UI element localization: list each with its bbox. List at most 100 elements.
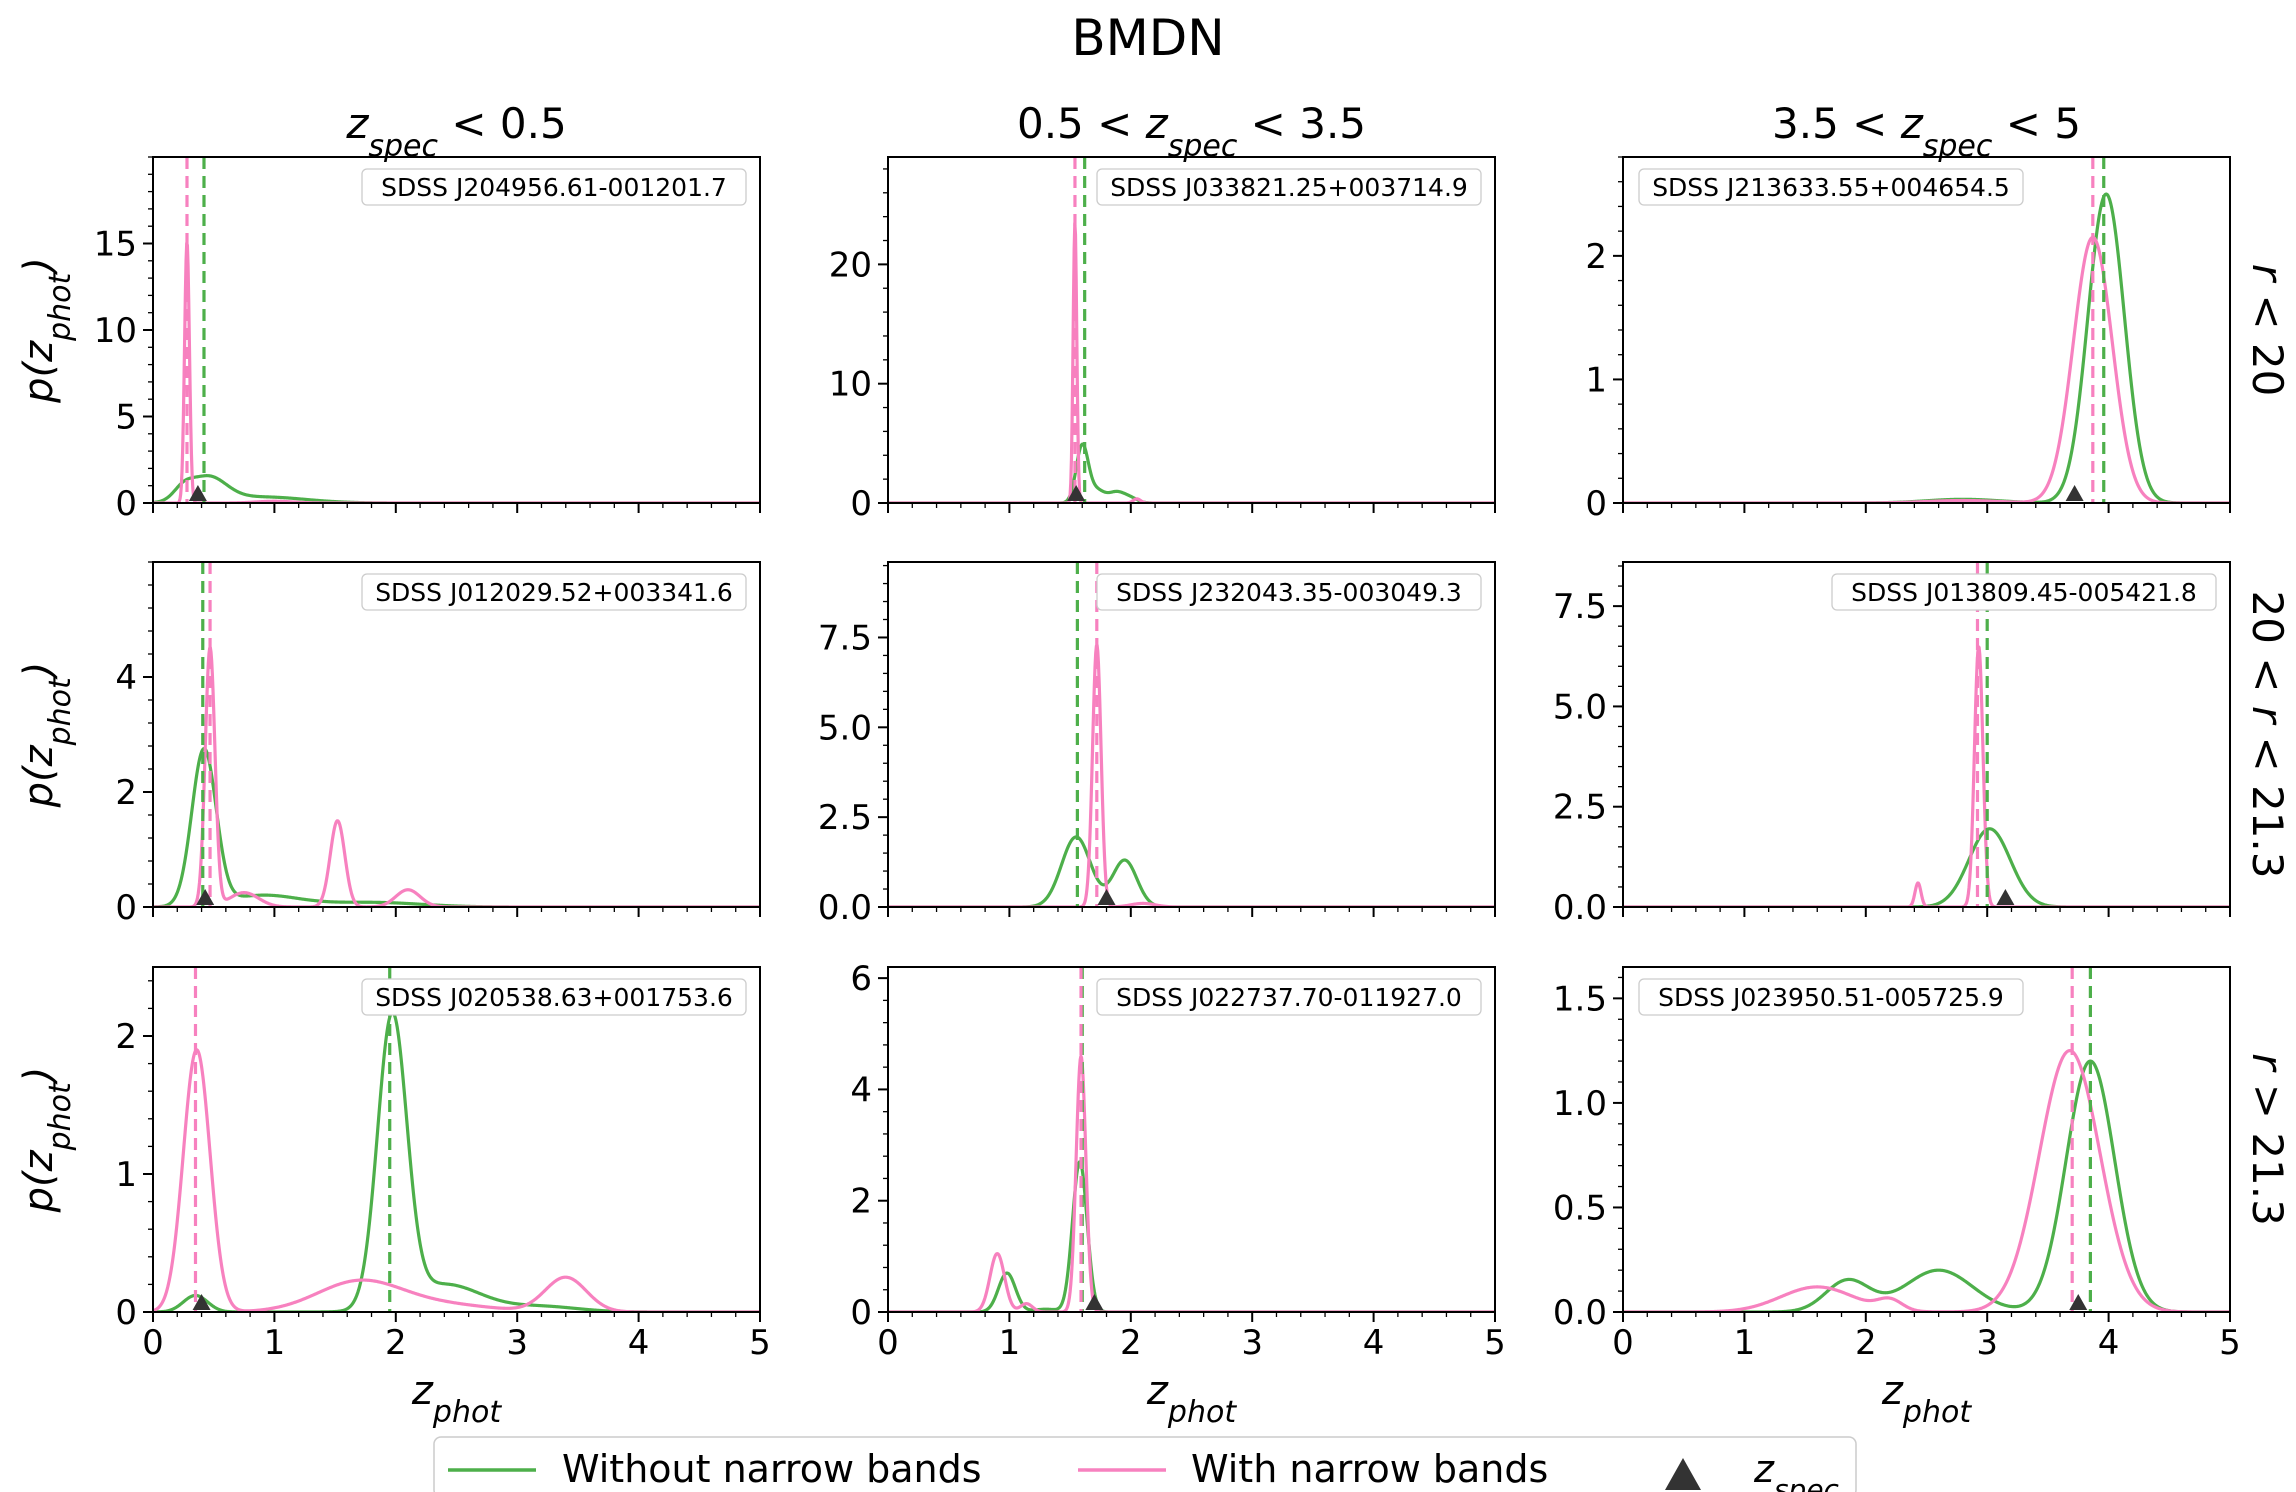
zspec-marker — [1996, 889, 2015, 905]
y-tick-label: 0.0 — [1553, 1293, 1607, 1333]
y-tick-label: 10 — [94, 311, 137, 351]
zspec-marker — [1097, 889, 1116, 905]
legend: Without narrow bands With narrow bands zsp… — [433, 1436, 1857, 1492]
x-tick-label: 0 — [877, 1323, 899, 1363]
column-title-3: 3.5 < zspec < 5 — [1772, 99, 2081, 164]
pdf-curve-without-narrow-bands — [888, 442, 1495, 503]
object-id-box — [1096, 573, 1482, 611]
pdf-curve-with-narrow-bands — [153, 646, 760, 907]
object-id-box — [1096, 978, 1482, 1016]
axes-frame — [887, 561, 1496, 908]
y-tick-label: 0.0 — [818, 888, 872, 928]
pdf-curve-with-narrow-bands — [888, 221, 1495, 503]
axes-frame — [152, 966, 761, 1313]
y-tick-label: 0 — [850, 484, 872, 524]
y-axis-label: p(zphot) — [16, 257, 78, 404]
y-tick-label: 0.5 — [1553, 1188, 1607, 1228]
x-axis-label: zphot — [1881, 1368, 1972, 1430]
pdf-curve-with-narrow-bands — [888, 643, 1495, 907]
object-id-label: SDSS J013809.45-005421.8 — [1851, 578, 2197, 607]
y-tick-label: 2.5 — [1553, 788, 1607, 828]
pdf-curve-with-narrow-bands — [153, 1048, 760, 1312]
legend-marker-zspec — [1665, 1458, 1701, 1490]
y-tick-label: 1.0 — [1553, 1084, 1607, 1124]
panel-1-3: 0 1 2 SDSS J213633.55+004654.5 — [1585, 156, 2231, 524]
pdf-curve-with-narrow-bands — [153, 241, 760, 503]
object-id-box — [361, 978, 747, 1016]
pdf-curve-without-narrow-bands — [888, 1160, 1495, 1312]
y-tick-label: 1 — [1585, 360, 1607, 400]
y-tick-label: 6 — [850, 959, 872, 999]
x-tick-label: 3 — [1241, 1323, 1263, 1363]
x-tick-label: 3 — [1976, 1323, 1998, 1363]
object-id-box — [1638, 168, 2024, 206]
y-tick-label: 2 — [115, 1017, 137, 1057]
object-id-box — [1638, 978, 2024, 1016]
y-tick-label: 4 — [850, 1070, 872, 1110]
y-tick-label: 5 — [115, 398, 137, 438]
legend-box — [433, 1436, 1857, 1492]
pdf-curve-without-narrow-bands — [153, 474, 760, 503]
object-id-label: SDSS J012029.52+003341.6 — [375, 578, 733, 607]
x-tick-label: 5 — [2219, 1323, 2241, 1363]
axes-frame — [887, 966, 1496, 1313]
x-axis-label: zphot — [411, 1368, 502, 1430]
y-tick-label: 5.0 — [1553, 687, 1607, 727]
object-id-box — [1096, 168, 1482, 206]
axes-frame — [1622, 561, 2231, 908]
column-title-2: 0.5 < zspec < 3.5 — [1017, 99, 1366, 164]
zspec-marker — [188, 485, 207, 501]
y-tick-label: 7.5 — [1553, 587, 1607, 627]
zspec-marker — [196, 889, 215, 905]
x-tick-label: 3 — [506, 1323, 528, 1363]
y-tick-label: 0 — [1585, 484, 1607, 524]
x-tick-label: 1 — [1734, 1323, 1756, 1363]
x-tick-label: 2 — [1855, 1323, 1877, 1363]
zspec-marker — [1085, 1294, 1104, 1310]
y-tick-label: 10 — [829, 365, 872, 405]
y-tick-label: 5.0 — [818, 708, 872, 748]
x-tick-label: 4 — [1363, 1323, 1385, 1363]
x-tick-label: 4 — [628, 1323, 650, 1363]
panel-2-3: 0.0 2.5 5.0 7.5 SDSS J013809.45-005421.8 — [1553, 561, 2231, 928]
legend-label-zspec: zspec — [1753, 1447, 1840, 1492]
y-tick-label: 1.5 — [1553, 979, 1607, 1019]
object-id-label: SDSS J213633.55+004654.5 — [1652, 173, 2010, 202]
x-tick-label: 2 — [1120, 1323, 1142, 1363]
y-tick-label: 2 — [1585, 237, 1607, 277]
pdf-curve-without-narrow-bands — [153, 1010, 760, 1312]
object-id-label: SDSS J204956.61-001201.7 — [381, 173, 727, 202]
axes-frame — [152, 561, 761, 908]
column-titles: zspec < 0.5 0.5 < zspec < 3.5 3.5 < zspec … — [345, 99, 2081, 164]
axes-frame — [887, 156, 1496, 504]
pdf-curve-with-narrow-bands — [888, 1054, 1495, 1312]
y-tick-label: 0 — [115, 1293, 137, 1333]
object-id-box — [1831, 573, 2217, 611]
row-label-3: r > 21.3 — [2243, 1053, 2292, 1226]
x-tick-label: 1 — [999, 1323, 1021, 1363]
legend-label-without: Without narrow bands — [562, 1447, 982, 1491]
pdf-curve-without-narrow-bands — [1623, 827, 2230, 907]
pdf-curve-without-narrow-bands — [1623, 1059, 2230, 1312]
zspec-marker — [1067, 485, 1086, 501]
pdf-curve-with-narrow-bands — [1623, 645, 2230, 907]
figure-title: BMDN — [1071, 9, 1224, 67]
x-tick-label: 4 — [2098, 1323, 2120, 1363]
zspec-marker — [2065, 485, 2084, 501]
y-tick-label: 0 — [850, 1293, 872, 1333]
row-label-1: r < 20 — [2243, 264, 2292, 397]
pdf-curve-without-narrow-bands — [153, 746, 760, 907]
object-id-label: SDSS J033821.25+003714.9 — [1110, 173, 1468, 202]
y-tick-label: 0.0 — [1553, 888, 1607, 928]
row-label-2: 20 < r < 21.3 — [2243, 590, 2292, 878]
column-title-1: zspec < 0.5 — [345, 99, 566, 164]
x-tick-label: 2 — [385, 1323, 407, 1363]
panel-2-1: 0 2 4 p(zphot) SDSS J012029.52+003341.6 — [16, 561, 761, 928]
zspec-marker — [192, 1294, 211, 1310]
object-id-box — [361, 168, 747, 206]
object-id-box — [361, 573, 747, 611]
row-labels: r < 20 20 < r < 21.3 r > 21.3 — [2243, 264, 2292, 1226]
x-tick-label: 0 — [142, 1323, 164, 1363]
